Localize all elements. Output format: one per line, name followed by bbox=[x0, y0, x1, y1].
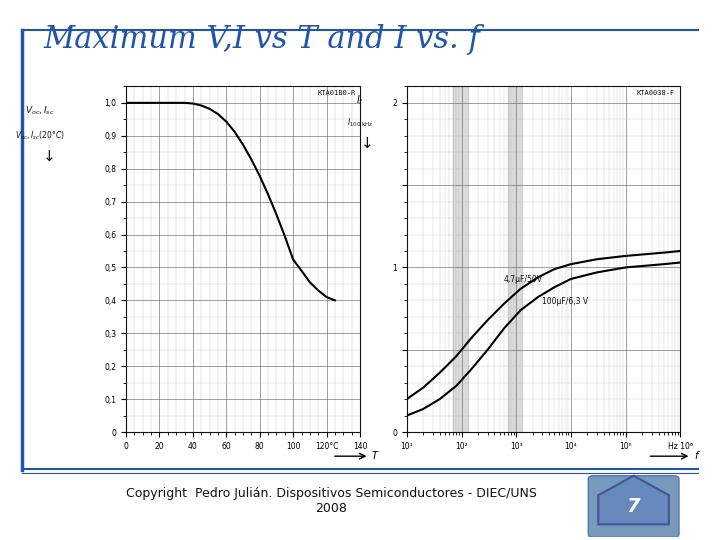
Text: KTA01B0-R: KTA01B0-R bbox=[317, 90, 356, 96]
Text: KTA0038-F: KTA0038-F bbox=[636, 90, 675, 96]
Text: $I_{100\ \rm{kHz}}$: $I_{100\ \rm{kHz}}$ bbox=[347, 117, 373, 130]
Text: 100μF/6,3 V: 100μF/6,3 V bbox=[542, 297, 588, 306]
Text: 7: 7 bbox=[627, 497, 640, 516]
Bar bbox=[453, 86, 468, 432]
Text: ↓: ↓ bbox=[42, 149, 55, 164]
Text: Maximum V,I vs T and I vs. f: Maximum V,I vs T and I vs. f bbox=[43, 24, 480, 55]
Bar bbox=[508, 86, 523, 432]
Text: 4,7μF/50V: 4,7μF/50V bbox=[504, 275, 543, 284]
Polygon shape bbox=[598, 476, 669, 524]
Text: T: T bbox=[372, 451, 378, 461]
Text: $V_{oc}, I_{sc}$: $V_{oc}, I_{sc}$ bbox=[24, 104, 55, 117]
FancyBboxPatch shape bbox=[588, 476, 679, 537]
Text: f: f bbox=[694, 451, 698, 461]
Text: ↓: ↓ bbox=[361, 136, 374, 151]
Text: $I_f$: $I_f$ bbox=[356, 93, 364, 107]
Text: $V_{oc}, I_{sc}(20°C)$: $V_{oc}, I_{sc}(20°C)$ bbox=[14, 130, 65, 143]
Text: Copyright  Pedro Julián. Dispositivos Semiconductores - DIEC/UNS
2008: Copyright Pedro Julián. Dispositivos Sem… bbox=[126, 487, 536, 515]
